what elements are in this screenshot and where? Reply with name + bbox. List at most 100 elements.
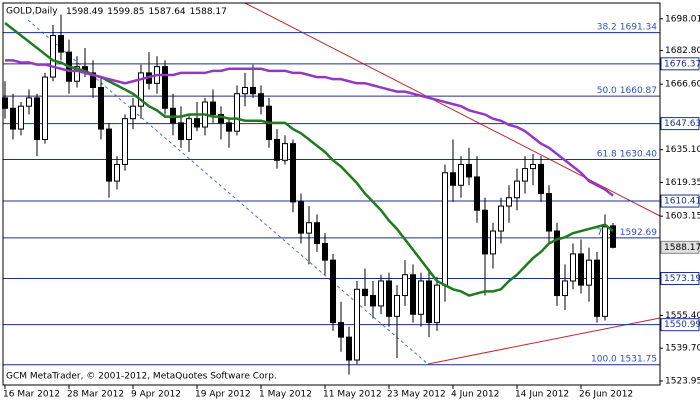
fib-ratio: 50.0: [597, 86, 617, 96]
x-tick-label: 4 Jun 2012: [451, 390, 499, 400]
candle-body: [330, 259, 336, 324]
candle-body: [274, 138, 280, 161]
candle-body: [538, 163, 544, 195]
candle-body: [114, 163, 120, 182]
candle-body: [442, 172, 448, 286]
candle-body: [178, 122, 184, 140]
candle-body: [242, 86, 248, 95]
candle-body: [434, 284, 440, 324]
y-tick-label: 1555.40: [665, 311, 700, 321]
candle-body: [42, 76, 48, 140]
candle-body: [106, 128, 112, 182]
level-label: 1573.19: [664, 274, 700, 284]
candle-body: [338, 322, 344, 338]
y-tick-label: 1603.15: [665, 212, 700, 222]
candle-body: [346, 336, 352, 361]
y-tick-label: 1666.60: [665, 80, 700, 90]
x-tick-label: 9 Apr 2012: [131, 390, 181, 400]
candle-body: [410, 274, 416, 315]
candle-body: [386, 280, 392, 317]
fib-value: 1592.69: [620, 227, 657, 237]
level-box: [660, 271, 700, 285]
candle-body: [74, 66, 80, 82]
level-label: 1647.63: [664, 119, 700, 129]
y-tick-label: 1539.70: [665, 344, 700, 354]
chart-title: GOLD,Daily: [6, 7, 58, 17]
y-tick-label: 1619.35: [665, 178, 700, 188]
y-tick-label: 1523.95: [665, 376, 700, 386]
current-price-box: [660, 240, 700, 254]
candle-body: [458, 163, 464, 186]
candle-body: [194, 118, 200, 128]
x-tick-label: 11 May 2012: [323, 390, 382, 400]
header-ohlc: 1598.49 1599.85 1587.64 1588.17: [66, 7, 227, 17]
candle-body: [514, 180, 520, 199]
candle-body: [218, 114, 224, 124]
candle-body: [370, 295, 376, 307]
candle-body: [226, 122, 232, 132]
candle-body: [378, 280, 384, 307]
candle-body: [122, 118, 128, 165]
candle-body: [138, 72, 144, 107]
ohlc-value: 1587.64: [148, 7, 185, 17]
trend-line: [244, 2, 661, 217]
candle-body: [362, 288, 368, 297]
candle-body: [234, 93, 240, 132]
candle-body: [130, 105, 136, 120]
y-tick-label: 1635.10: [665, 145, 700, 155]
moving-average: [4, 21, 614, 297]
ohlc-value: 1588.17: [190, 7, 227, 17]
candle-body: [418, 280, 424, 315]
candle-body: [394, 295, 400, 317]
candle-body: [402, 274, 408, 297]
level-box: [660, 117, 700, 131]
candle-body: [426, 280, 432, 324]
candle-body: [290, 143, 296, 203]
ohlc-value: 1598.49: [66, 7, 103, 17]
x-tick-label: 1 May 2012: [259, 390, 312, 400]
fib-value: 1630.40: [620, 149, 657, 159]
candle-body: [306, 222, 312, 234]
x-tick-label: 23 May 2012: [387, 390, 446, 400]
ohlc-value: 1599.85: [107, 7, 144, 17]
candle-body: [506, 197, 512, 207]
candle-body: [530, 163, 536, 170]
fib-label: 38.2 1691.34: [597, 22, 658, 32]
fib-value: 1660.87: [620, 86, 657, 96]
fib-label: 61.8 1630.40: [597, 149, 658, 159]
trend-line: [427, 317, 661, 365]
moving-average: [5, 59, 614, 197]
candle-body: [474, 176, 480, 211]
fib-value: 1691.34: [620, 22, 657, 32]
candle-body: [210, 101, 216, 116]
candle-body: [186, 118, 192, 140]
candle-body: [314, 222, 320, 245]
level-box: [660, 57, 700, 71]
candle-body: [450, 172, 456, 186]
y-tick-label: 1682.80: [665, 46, 700, 56]
candle-body: [322, 243, 328, 261]
candle-body: [18, 105, 24, 130]
x-tick-label: 26 Jun 2012: [579, 390, 633, 400]
candle-body: [562, 280, 568, 297]
candle-body: [602, 226, 608, 317]
candle-body: [498, 205, 504, 232]
candle-body: [58, 34, 64, 53]
level-label: 1676.37: [664, 59, 700, 69]
current-price: 1588.17: [664, 243, 700, 253]
x-tick-label: 14 Jun 2012: [515, 390, 569, 400]
fib-ratio: 100.0: [591, 354, 617, 364]
candle-body: [98, 86, 104, 130]
candle-body: [554, 230, 560, 297]
fib-ratio: 38.2: [597, 22, 617, 32]
fib-trend-line: [27, 19, 429, 365]
candle-body: [490, 230, 496, 255]
candle-body: [258, 93, 264, 107]
candle-body: [578, 253, 584, 286]
x-tick-label: 19 Apr 2012: [195, 390, 251, 400]
fib-label: 100.0 1531.75: [591, 354, 657, 364]
candle-body: [10, 107, 16, 130]
y-tick-label: 1698.01: [665, 14, 700, 24]
candle-body: [298, 201, 304, 234]
